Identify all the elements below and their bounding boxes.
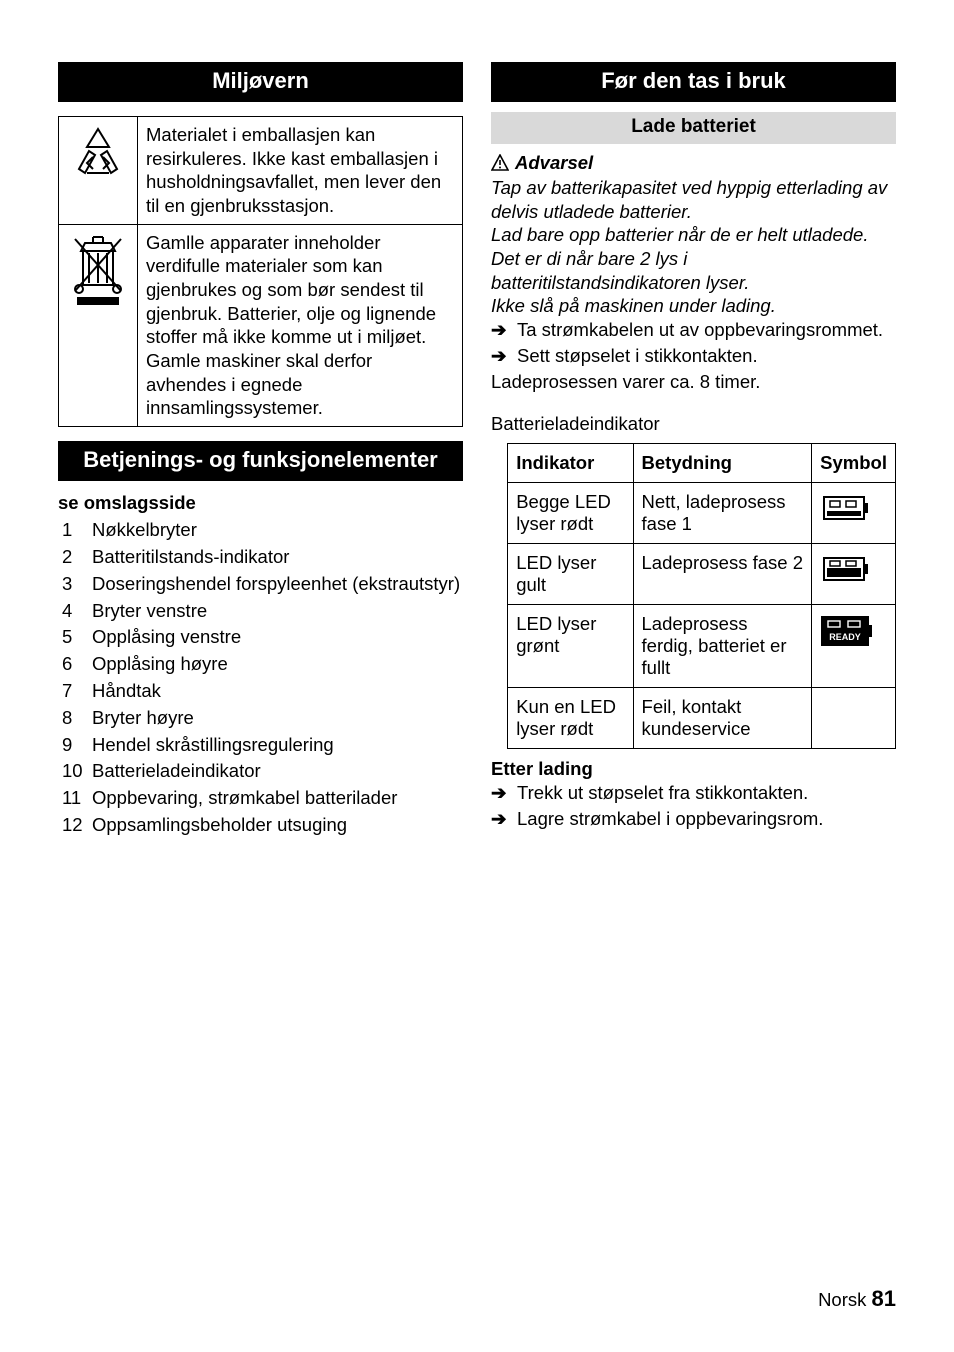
list-item-label: Nøkkelbryter: [92, 517, 197, 544]
cell-indicator: LED lyser grønt: [508, 605, 633, 688]
cell-meaning: Nett, ladeprosess fase 1: [633, 483, 812, 544]
sub-header-charge: Lade batteriet: [491, 112, 896, 144]
environment-table: Materialet i emballasjen kan resirkulere…: [58, 116, 463, 427]
cell-symbol: READY: [812, 605, 896, 688]
cell-meaning: Ladeprosess ferdig, batteriet er fullt: [633, 605, 812, 688]
battery-ready-icon: READY: [820, 613, 874, 649]
cell-symbol: [812, 483, 896, 544]
list-item-label: Oppsamlingsbeholder utsuging: [92, 812, 347, 839]
svg-text:READY: READY: [829, 632, 861, 642]
battery-phase1-icon: [820, 491, 870, 525]
cell-meaning: Feil, kontakt kundeservice: [633, 688, 812, 749]
list-item-label: Oppbevaring, strømkabel batterilader: [92, 785, 397, 812]
warning-icon: [491, 154, 509, 172]
cell-indicator: Kun en LED lyser rødt: [508, 688, 633, 749]
step-label: Trekk ut støpselet fra stikkontakten.: [517, 781, 808, 805]
step-label: Ta strømkabelen ut av oppbevaringsrommet…: [517, 318, 883, 342]
env-text-1: Materialet i emballasjen kan resirkulere…: [138, 117, 463, 225]
cell-indicator: Begge LED lyser rødt: [508, 483, 633, 544]
list-item-label: Batterieladeindikator: [92, 758, 261, 785]
list-item-label: Opplåsing venstre: [92, 624, 241, 651]
list-item-label: Bryter venstre: [92, 598, 207, 625]
list-item-label: Opplåsing høyre: [92, 651, 228, 678]
step-label: Sett støpselet i stikkontakten.: [517, 344, 758, 368]
step-label: Lagre strømkabel i oppbevaringsrom.: [517, 807, 823, 831]
footer-page-number: 81: [872, 1286, 896, 1311]
warning-text-2: Lad bare opp batterier når de er helt ut…: [491, 223, 896, 294]
warning-text-3: Ikke slå på maskinen under lading.: [491, 294, 896, 318]
th-symbol: Symbol: [812, 444, 896, 483]
th-indicator: Indikator: [508, 444, 633, 483]
cell-indicator: LED lyser gult: [508, 544, 633, 605]
indicator-table-label: Batterieladeindikator: [491, 412, 896, 436]
list-item-label: Bryter høyre: [92, 705, 194, 732]
th-meaning: Betydning: [633, 444, 812, 483]
list-item-label: Håndtak: [92, 678, 161, 705]
warning-text-1: Tap av batterikapasitet ved hyppig etter…: [491, 176, 896, 223]
arrow-icon: ➔: [491, 781, 517, 805]
page-footer: Norsk 81: [818, 1286, 896, 1312]
warning-label: Advarsel: [515, 152, 593, 174]
recycle-icon: [59, 117, 138, 225]
cell-meaning: Ladeprosess fase 2: [633, 544, 812, 605]
section-header-ops: Betjenings- og funksjonelementer: [58, 441, 463, 481]
parts-list: 1Nøkkelbryter 2Batteritilstands-indikato…: [58, 517, 463, 839]
warning-heading: Advarsel: [491, 152, 896, 174]
charge-duration: Ladeprosessen varer ca. 8 timer.: [491, 370, 896, 394]
cell-symbol: [812, 544, 896, 605]
cell-symbol: [812, 688, 896, 749]
list-item-label: Doseringshendel forspyleenhet (ekstrauts…: [92, 571, 460, 598]
footer-language: Norsk: [818, 1289, 866, 1310]
section-header-before-use: Før den tas i bruk: [491, 62, 896, 102]
see-cover-label: se omslagsside: [58, 491, 463, 515]
battery-phase2-icon: [820, 552, 870, 586]
env-text-2: Gamlle apparater inneholder verdifulle m…: [138, 224, 463, 426]
weee-icon: [59, 224, 138, 426]
arrow-icon: ➔: [491, 318, 517, 342]
steps-after: ➔Trekk ut støpselet fra stikkontakten. ➔…: [491, 781, 896, 831]
section-header-env: Miljøvern: [58, 62, 463, 102]
list-item-label: Hendel skråstillingsregulering: [92, 732, 334, 759]
list-item-label: Batteritilstands-indikator: [92, 544, 289, 571]
arrow-icon: ➔: [491, 807, 517, 831]
indicator-table: Indikator Betydning Symbol Begge LED lys…: [507, 443, 896, 749]
steps-before: ➔Ta strømkabelen ut av oppbevaringsromme…: [491, 318, 896, 368]
after-charging-heading: Etter lading: [491, 757, 896, 781]
arrow-icon: ➔: [491, 344, 517, 368]
